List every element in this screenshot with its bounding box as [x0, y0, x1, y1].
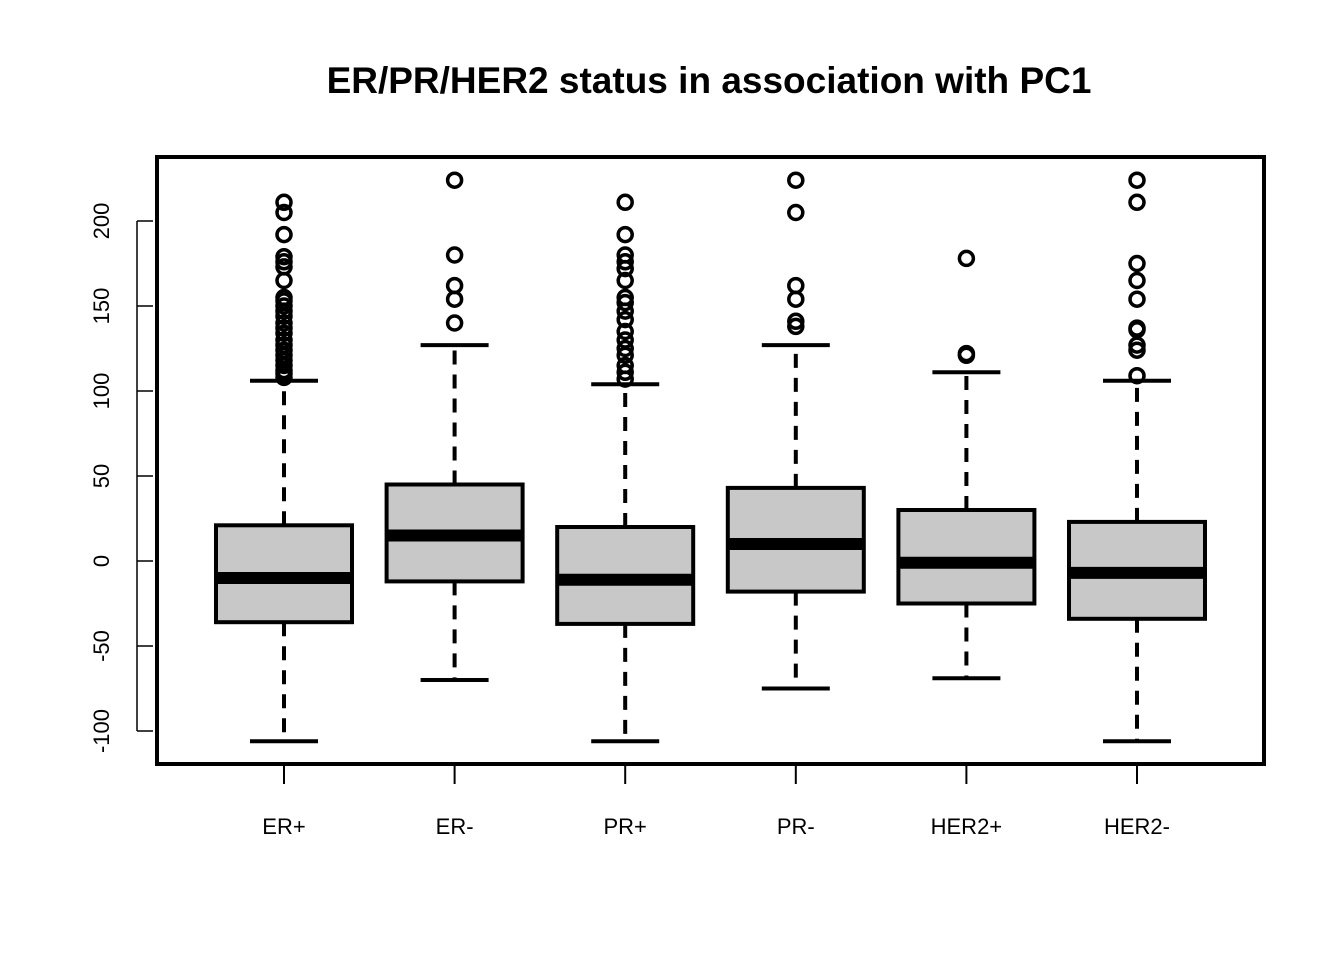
box-group	[384, 171, 525, 682]
outlier-point	[616, 310, 634, 329]
box-group	[214, 193, 354, 744]
outlier-point	[616, 225, 634, 244]
outlier-point	[616, 331, 634, 349]
outlier-point	[616, 253, 634, 271]
outlier-point	[616, 288, 634, 307]
outlier-point	[275, 314, 293, 332]
y-tick-label: -50	[89, 630, 114, 662]
outlier-point	[1128, 319, 1146, 337]
x-tick-label: HER2+	[931, 814, 1003, 839]
outlier-point	[616, 356, 634, 375]
outlier-point	[275, 193, 293, 212]
outlier-point	[1128, 366, 1146, 385]
chart-title: ER/PR/HER2 status in association with PC…	[327, 60, 1092, 101]
outlier-point	[1128, 290, 1146, 308]
box-group	[896, 249, 1037, 681]
box-series	[214, 171, 1207, 744]
x-tick-label: PR+	[603, 814, 646, 839]
x-axis: ER+ ER- PR+ PR- HER2+ HER2-	[262, 766, 1170, 839]
outlier-point	[445, 171, 464, 189]
outlier-point	[957, 344, 976, 363]
box-group	[555, 193, 696, 744]
outlier-point	[275, 225, 293, 244]
outlier-point	[445, 276, 464, 295]
outlier-point	[616, 363, 634, 382]
outlier-point	[275, 288, 293, 307]
y-tick-label: 150	[89, 288, 114, 325]
y-tick-label: 50	[89, 464, 114, 488]
x-tick-label: ER-	[436, 814, 474, 839]
x-tick-label: ER+	[262, 814, 305, 839]
y-tick-label: -100	[89, 709, 114, 753]
outlier-point	[787, 171, 805, 189]
outlier-point	[787, 276, 805, 295]
outlier-point	[445, 246, 464, 264]
x-tick-label: PR-	[777, 814, 815, 839]
outlier-point	[1128, 193, 1146, 212]
outlier-point	[616, 322, 634, 341]
x-tick-label: HER2-	[1104, 814, 1170, 839]
outlier-point	[616, 193, 634, 212]
outlier-point	[616, 271, 634, 290]
outlier-point	[445, 314, 464, 332]
outlier-point	[616, 246, 634, 264]
box-group	[1067, 171, 1207, 744]
outlier-point	[957, 249, 976, 268]
outlier-point	[1128, 254, 1146, 273]
y-tick-label: 100	[89, 373, 114, 410]
outlier-point	[275, 331, 293, 349]
y-axis: -100 -50 0 50 100 150 200	[89, 203, 153, 753]
outlier-point	[1128, 271, 1146, 290]
box-group	[725, 171, 866, 691]
y-tick-label: 0	[89, 555, 114, 567]
outlier-point	[275, 203, 293, 222]
outlier-point	[275, 247, 293, 266]
outlier-point	[1128, 171, 1146, 189]
outlier-point	[787, 312, 805, 331]
outlier-point	[616, 339, 634, 358]
plot-frame	[155, 155, 1266, 766]
y-tick-label: 200	[89, 203, 114, 240]
outlier-point	[787, 203, 805, 222]
